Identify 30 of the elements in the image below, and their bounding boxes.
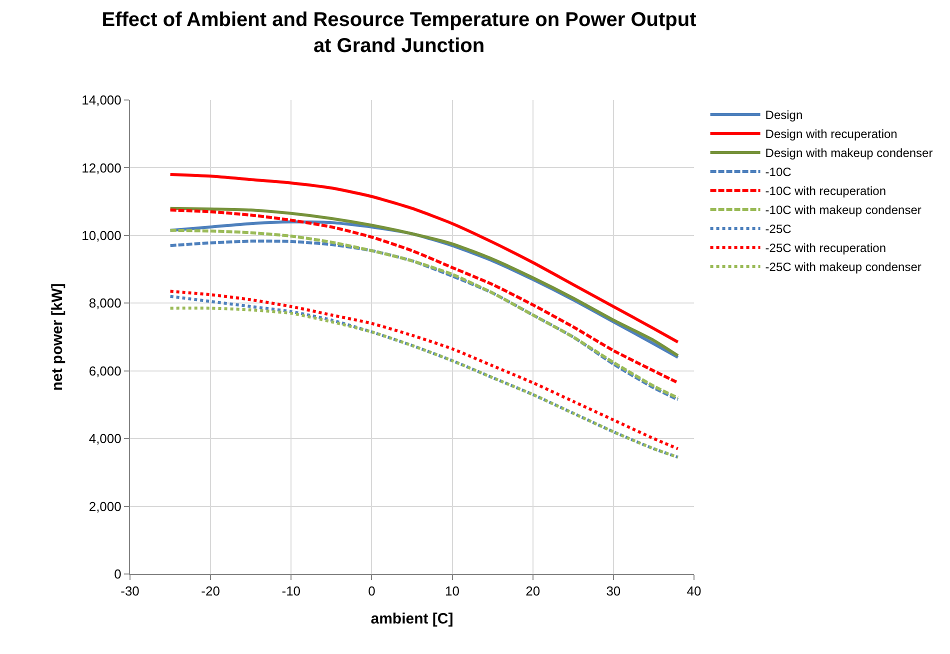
line-series <box>168 208 680 384</box>
legend-label: -10C with recuperation <box>765 184 886 198</box>
x-tick-label: -30 <box>120 584 140 599</box>
legend-label: -25C <box>765 222 792 236</box>
x-axis-title: ambient [C] <box>370 610 454 628</box>
y-tick-label: 14,000 <box>82 92 122 108</box>
y-tick-label: 0 <box>114 566 122 582</box>
line-series <box>168 172 680 344</box>
chart-title: Effect of Ambient and Resource Temperature on Power Output at Grand Junction <box>102 9 697 58</box>
y-tick-label: 2,000 <box>88 498 122 514</box>
y-tick-label: 10,000 <box>82 228 122 243</box>
legend-label: -25C with recuperation <box>765 241 886 256</box>
legend-label: Design <box>765 108 803 122</box>
legend-label: -10C <box>765 165 792 180</box>
y-tick-label: 6,000 <box>88 363 122 378</box>
y-tick-label: 8,000 <box>88 296 122 311</box>
y-tick-label: 4,000 <box>88 431 122 446</box>
x-tick-label: 10 <box>445 584 460 599</box>
x-tick-label: 30 <box>606 584 621 599</box>
legend-label: Design with makeup condenser <box>765 146 933 160</box>
x-tick-label: 20 <box>526 584 540 599</box>
y-axis-title: net power [kW] <box>48 283 66 391</box>
x-tick-label: 40 <box>686 584 702 599</box>
x-tick-label: 0 <box>368 584 376 599</box>
y-tick-label: 12,000 <box>82 160 122 176</box>
legend-label: Design with recuperation <box>765 127 898 142</box>
x-tick-label: -10 <box>282 584 301 599</box>
x-tick-label: -20 <box>201 584 220 599</box>
legend-label: -10C with makeup condenser <box>765 203 922 218</box>
legend-label: -25C with makeup condenser <box>765 260 922 274</box>
